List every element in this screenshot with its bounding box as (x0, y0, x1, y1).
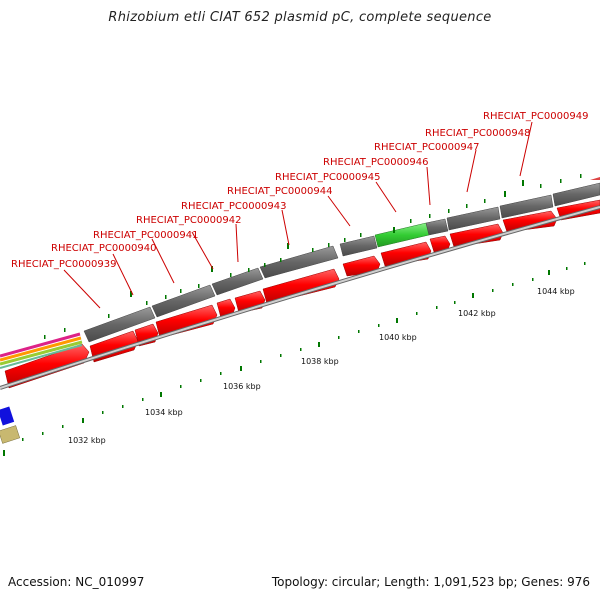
topology-summary: Topology: circular; Length: 1,091,523 bp… (271, 575, 590, 589)
feature-block[interactable] (0, 425, 21, 444)
map-title: Rhizobium etli CIAT 652 plasmid pC, comp… (108, 10, 492, 25)
gene-label[interactable]: RHECIAT_PC0000944 (227, 186, 332, 197)
scale-label: 1040 kbp (379, 333, 417, 342)
gene-feature[interactable] (339, 235, 378, 257)
feature-stripes (0, 332, 83, 369)
cds-arrow[interactable] (502, 210, 558, 233)
gene-label[interactable]: RHECIAT_PC0000943 (181, 201, 286, 212)
accession-text: Accession: NC_010997 (8, 575, 145, 589)
gene-feature[interactable] (552, 182, 600, 207)
scale-label: 1044 kbp (537, 287, 575, 296)
gene-feature[interactable] (83, 306, 156, 343)
scale-label: 1038 kbp (301, 357, 339, 366)
gene-feature[interactable] (211, 267, 264, 296)
gene-feature[interactable] (446, 206, 501, 231)
gene-label[interactable]: RHECIAT_PC0000949 (483, 111, 588, 122)
scale-label: 1042 kbp (458, 309, 496, 318)
gene-label[interactable]: RHECIAT_PC0000945 (275, 172, 380, 183)
gene-label[interactable]: RHECIAT_PC0000941 (93, 230, 198, 241)
feature-block[interactable] (0, 406, 15, 426)
scale-label: 1036 kbp (223, 382, 261, 391)
scale-labels: 1032 kbp 1034 kbp 1036 kbp 1038 kbp 1040… (68, 287, 575, 445)
gene-label[interactable]: RHECIAT_PC0000947 (374, 142, 479, 153)
gene-feature[interactable] (151, 284, 216, 318)
gene-label[interactable]: RHECIAT_PC0000940 (51, 243, 156, 254)
gene-label[interactable]: RHECIAT_PC0000939 (11, 259, 116, 270)
gene-feature[interactable] (590, 177, 600, 180)
gene-label[interactable]: RHECIAT_PC0000946 (323, 157, 428, 168)
label-leaders (63, 121, 533, 309)
gene-feature[interactable] (425, 218, 449, 236)
gene-label[interactable]: RHECIAT_PC0000942 (136, 215, 241, 226)
upper-ticks (44, 174, 582, 339)
gene-label[interactable]: RHECIAT_PC0000948 (425, 128, 530, 139)
gene-feature[interactable] (499, 194, 554, 219)
gene-feature[interactable] (259, 245, 339, 279)
scale-label: 1032 kbp (68, 436, 106, 445)
gene-labels: RHECIAT_PC0000939 RHECIAT_PC0000940 RHEC… (11, 111, 588, 270)
scale-label: 1034 kbp (145, 408, 183, 417)
backbone (0, 205, 600, 390)
scale-ticks (3, 262, 586, 456)
gene-track (83, 177, 600, 343)
